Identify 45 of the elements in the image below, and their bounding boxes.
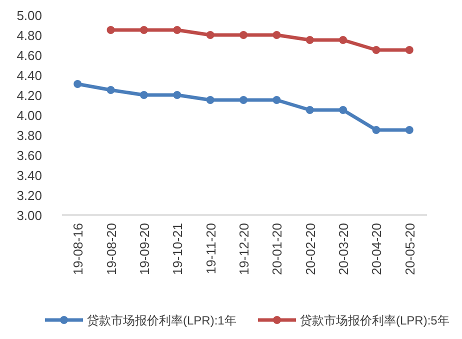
y-tick-label: 3.40 [16, 168, 42, 183]
x-tick-label: 19-11-20 [203, 223, 218, 274]
point [173, 26, 182, 34]
legend-label: 贷款市场报价利率(LPR):5年 [300, 314, 450, 328]
x-tick-label: 19-12-20 [236, 223, 252, 276]
point [240, 31, 248, 39]
point [74, 80, 82, 88]
point [272, 31, 281, 39]
x-tick-label: 20-01-20 [270, 223, 285, 276]
y-tick-label: 4.40 [16, 68, 42, 83]
point [372, 46, 380, 54]
point [140, 26, 148, 34]
point [106, 26, 115, 34]
y-tick-label: 3.80 [16, 128, 42, 143]
x-tick-label: 20-03-20 [336, 223, 352, 276]
y-tick-label: 4.00 [16, 108, 42, 123]
y-tick-label: 3.00 [16, 208, 42, 223]
x-tick-label: 20-02-20 [302, 223, 318, 276]
x-tick-label: 19-10-21 [170, 223, 186, 276]
y-tick-label: 4.20 [16, 88, 42, 103]
point [272, 96, 281, 104]
x-tick-label: 19-08-20 [104, 223, 119, 276]
x-tick-label: 20-05-20 [402, 223, 418, 276]
point [173, 91, 182, 99]
y-tick-label: 4.80 [16, 28, 42, 43]
point [106, 86, 115, 94]
x-tick-label: 20-04-20 [369, 223, 384, 276]
y-tick-label: 4.60 [16, 48, 42, 63]
point [372, 126, 380, 134]
point [405, 46, 414, 54]
legend-label: 贷款市场报价利率(LPR):1年 [87, 314, 236, 328]
point [306, 36, 314, 44]
point [339, 106, 348, 114]
y-tick-label: 5.00 [16, 8, 42, 23]
point [405, 126, 414, 134]
y-tick-label: 3.60 [16, 148, 42, 163]
point [206, 96, 214, 104]
point [140, 91, 148, 99]
point [306, 106, 314, 114]
y-tick-label: 3.20 [16, 188, 42, 203]
point [240, 96, 248, 104]
x-tick-label: 19-09-20 [136, 223, 152, 276]
x-tick-label: 19-08-16 [70, 223, 86, 276]
point [206, 31, 214, 39]
point [339, 36, 348, 44]
